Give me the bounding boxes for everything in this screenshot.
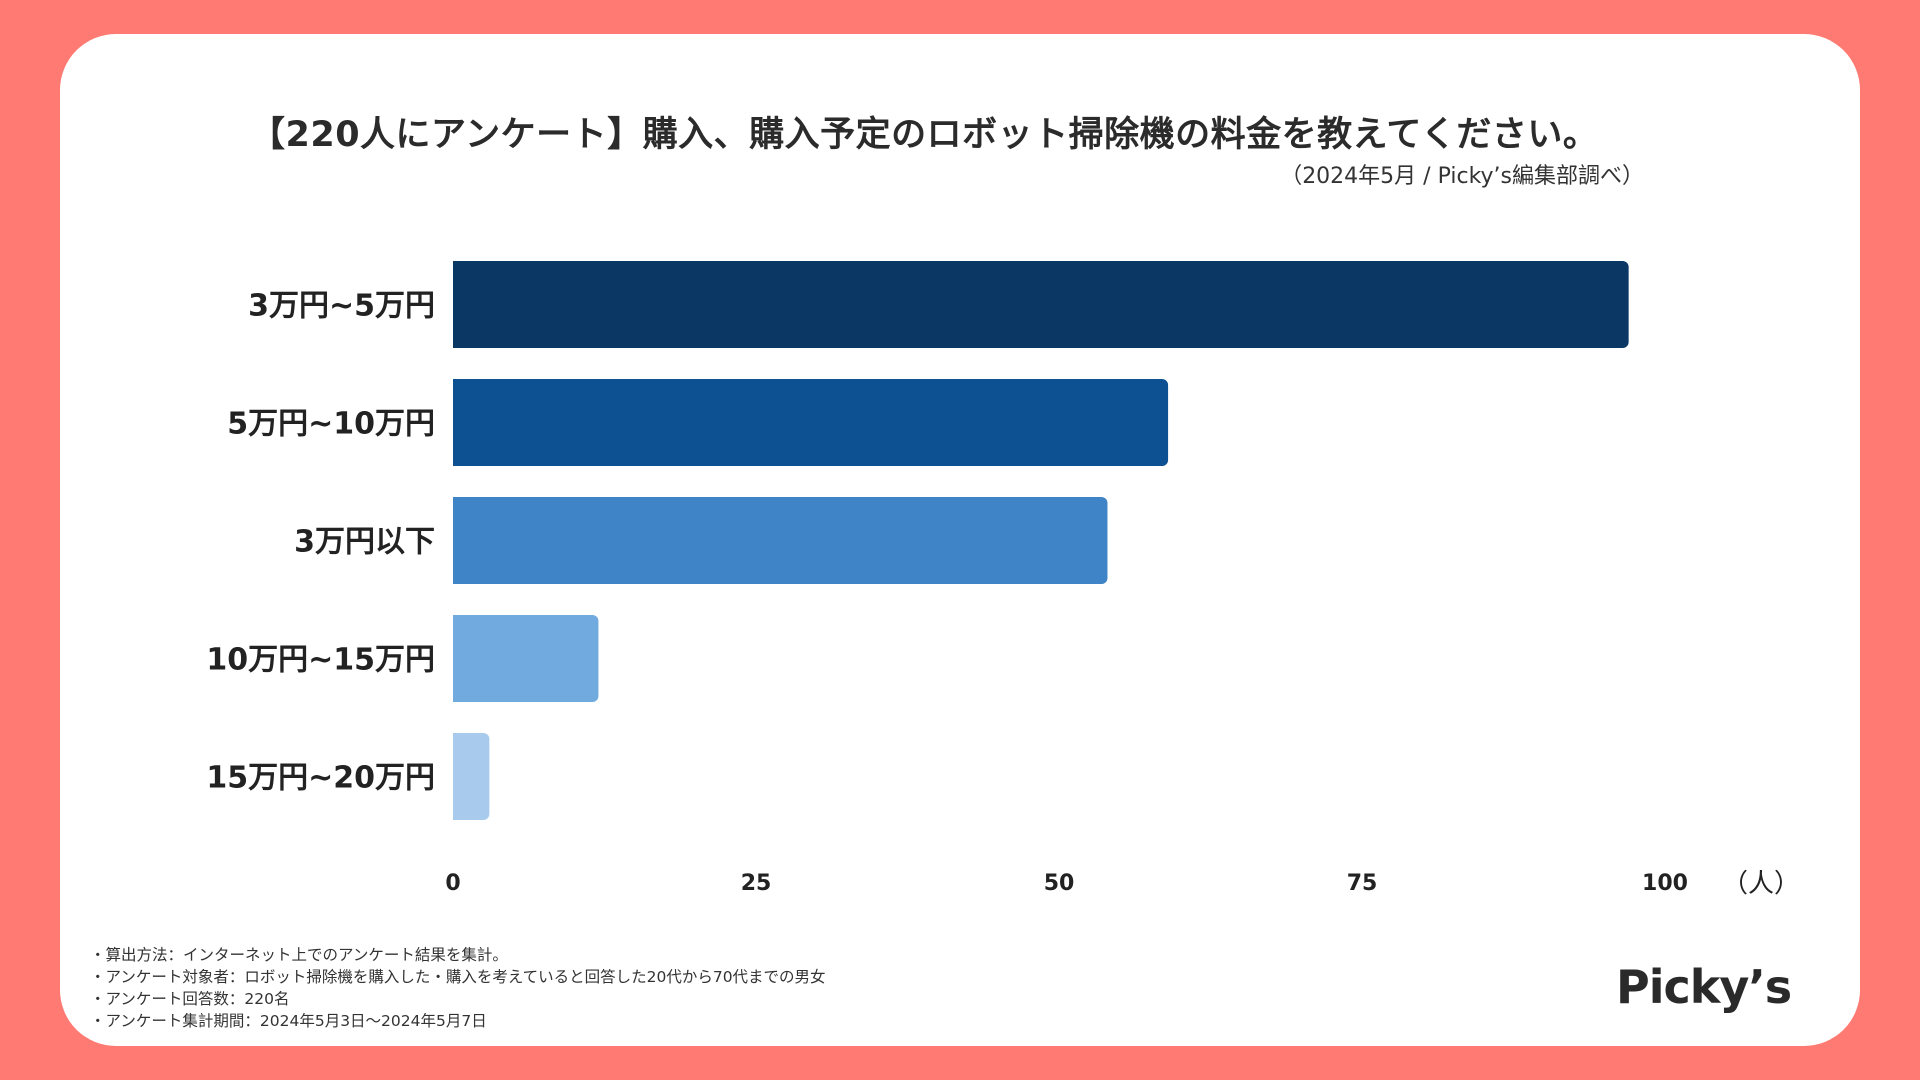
bar-4-edge [453,615,461,702]
category-labels: 3万円~5万円 5万円~10万円 3万円以下 10万円~15万円 15万円~20万円 [206,289,435,796]
bars-group [453,261,1629,820]
category-label-2: 5万円~10万円 [227,407,435,442]
footnote-period: ・アンケート集計期間：2024年5月3日〜2024年5月7日 [90,1012,487,1030]
x-tick-100: 100 [1642,871,1688,896]
bar-4 [453,615,599,702]
chart-title: 【220人にアンケート】購入、購入予定のロボット掃除機の料金を教えてください。 [250,115,1599,155]
brand-logo: Picky’s [1616,960,1792,1014]
x-tick-0: 0 [445,871,460,896]
x-tick-75: 75 [1347,871,1378,896]
bar-5 [453,733,490,820]
bar-1-edge [453,261,461,348]
chart-subtitle: （2024年5月 / Picky’s編集部調べ） [1280,164,1644,189]
footnote-count: ・アンケート回答数：220名 [90,990,290,1008]
category-label-3: 3万円以下 [294,525,435,560]
x-tick-50: 50 [1044,871,1075,896]
category-label-4: 10万円~15万円 [206,643,435,678]
category-label-5: 15万円~20万円 [206,761,435,796]
bar-1 [453,261,1629,348]
bar-3-edge [453,497,461,584]
footnote-target: ・アンケート対象者：ロボット掃除機を購入した・購入を考えていると回答した20代か… [90,968,826,986]
bar-2-edge [453,379,461,466]
bar-2 [453,379,1169,466]
footnote-method: ・算出方法：インターネット上でのアンケート結果を集計。 [90,946,508,964]
x-tick-25: 25 [741,871,772,896]
bar-5-edge [453,733,461,820]
x-axis-unit: （人） [1722,869,1800,899]
x-axis-ticks: 0 25 50 75 100 [445,871,1688,896]
footnotes: ・算出方法：インターネット上でのアンケート結果を集計。 ・アンケート対象者：ロボ… [90,944,826,1032]
category-label-1: 3万円~5万円 [248,289,435,324]
bar-3 [453,497,1108,584]
